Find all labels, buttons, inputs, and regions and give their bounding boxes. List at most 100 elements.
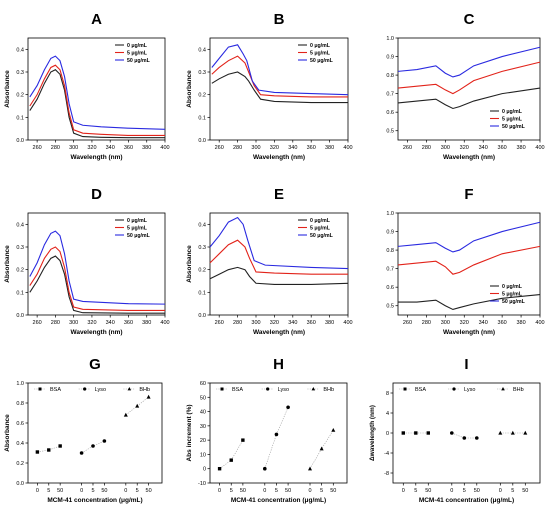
x-tick-label: 360 bbox=[307, 320, 316, 326]
group-connector bbox=[451, 432, 477, 439]
x-tick-label: 280 bbox=[51, 320, 60, 326]
x-tick-label: 320 bbox=[270, 320, 279, 326]
y-tick-label: 0.3 bbox=[198, 245, 206, 251]
series-line-2 bbox=[211, 44, 349, 96]
legend-marker bbox=[266, 387, 270, 391]
x-tick-label: 5 bbox=[320, 488, 323, 494]
x-tick-label: 300 bbox=[441, 145, 450, 151]
x-tick-label: 50 bbox=[425, 488, 431, 494]
panel-letter: D bbox=[91, 186, 102, 203]
x-tick-label: 280 bbox=[422, 320, 431, 326]
y-axis-label: Absorbance bbox=[4, 70, 11, 108]
y-tick-label: 0.6 bbox=[386, 110, 394, 116]
panel-g: G 0.0 0.2 0.4 0.6 0.8 1.0 Absorbance MCM-41 conc… bbox=[4, 356, 163, 504]
x-tick-label: 400 bbox=[535, 320, 544, 326]
x-tick-label: 320 bbox=[270, 145, 279, 151]
x-tick-label: 300 bbox=[251, 145, 260, 151]
x-tick-label: 260 bbox=[33, 320, 42, 326]
y-tick-label: 0.2 bbox=[198, 268, 206, 274]
y-tick-label: 1.0 bbox=[386, 36, 394, 42]
legend-label: 50 μg/mL bbox=[127, 233, 151, 239]
data-point-circle bbox=[286, 405, 290, 410]
x-tick-label: 360 bbox=[498, 320, 507, 326]
y-tick-label: 4 bbox=[386, 411, 389, 417]
series-line-1 bbox=[29, 246, 165, 312]
data-point-circle bbox=[450, 431, 454, 435]
legend-label: 0 μg/mL bbox=[127, 218, 148, 224]
panel-a: A 0.0 0.1 0.2 0.3 0.4 Absorbance Wavelength (nm… bbox=[4, 11, 170, 161]
y-tick-label: 0.8 bbox=[386, 73, 394, 79]
x-tick-label: 0 bbox=[36, 488, 39, 494]
x-tick-label: 400 bbox=[160, 320, 169, 326]
axes-frame bbox=[27, 382, 163, 484]
data-point-triangle bbox=[498, 430, 503, 435]
x-tick-label: 5 bbox=[136, 488, 139, 494]
axes-frame bbox=[209, 212, 349, 316]
y-tick-label: 0.6 bbox=[386, 285, 394, 291]
y-tick-label: 0.2 bbox=[16, 461, 24, 467]
axes-frame bbox=[397, 37, 541, 141]
legend-label: 0 μg/mL bbox=[310, 43, 331, 49]
x-axis-label: MCM-41 concentration (μg/mL) bbox=[419, 497, 514, 504]
legend-label: 5 μg/mL bbox=[310, 226, 331, 232]
axes-frame bbox=[27, 212, 166, 316]
x-tick-label: 260 bbox=[403, 320, 412, 326]
x-tick-label: 260 bbox=[215, 320, 224, 326]
x-tick-label: 0 bbox=[263, 488, 266, 494]
x-tick-label: 280 bbox=[233, 320, 242, 326]
x-tick-label: 320 bbox=[460, 145, 469, 151]
axes-frame bbox=[209, 382, 348, 484]
legend-label: 50 μg/mL bbox=[310, 58, 334, 64]
x-tick-label: 360 bbox=[124, 320, 133, 326]
legend-label: 50 μg/mL bbox=[502, 124, 526, 130]
legend-label: 5 μg/mL bbox=[310, 51, 331, 57]
data-point-triangle bbox=[146, 394, 151, 399]
legend-label: BHb bbox=[139, 387, 150, 393]
x-tick-label: 340 bbox=[288, 320, 297, 326]
x-tick-label: 5 bbox=[47, 488, 50, 494]
x-tick-label: 380 bbox=[516, 320, 525, 326]
x-tick-label: 50 bbox=[57, 488, 63, 494]
legend-label: 50 μg/mL bbox=[502, 299, 526, 305]
panel-e: E 0.0 0.1 0.2 0.3 0.4 Absorbance Wavelength (nm… bbox=[186, 186, 353, 336]
y-tick-label: 0.7 bbox=[386, 267, 394, 273]
y-tick-label: 60 bbox=[200, 381, 206, 387]
y-tick-label: 0.4 bbox=[16, 222, 24, 228]
data-point-circle bbox=[79, 451, 84, 455]
x-tick-label: 50 bbox=[330, 488, 336, 494]
data-point-square bbox=[241, 438, 245, 442]
x-tick-label: 0 bbox=[218, 488, 221, 494]
x-tick-label: 320 bbox=[87, 320, 96, 326]
y-tick-label: 0.2 bbox=[198, 93, 206, 99]
series-line-1 bbox=[397, 61, 541, 95]
x-tick-label: 400 bbox=[160, 145, 169, 151]
y-tick-label: 0.1 bbox=[198, 290, 206, 296]
panel-d: D 0.0 0.1 0.2 0.3 0.4 Absorbance Wavelength (nm… bbox=[4, 186, 170, 336]
panel-i: I -8 -4 0 4 8 Δwavelength (nm) MCM-41 concentra… bbox=[369, 356, 541, 504]
data-point-circle bbox=[474, 436, 479, 440]
y-tick-label: 0.9 bbox=[386, 230, 394, 236]
series-line-0 bbox=[398, 294, 541, 311]
series-line-0 bbox=[209, 266, 349, 285]
x-tick-label: 50 bbox=[240, 488, 246, 494]
axes-frame bbox=[27, 37, 166, 141]
x-axis-label: Wavelength (nm) bbox=[443, 329, 495, 336]
panel-letter: H bbox=[273, 356, 284, 373]
y-tick-label: 0.6 bbox=[16, 421, 24, 427]
data-point-triangle bbox=[331, 427, 336, 432]
data-point-circle bbox=[102, 439, 107, 443]
y-tick-label: 0.4 bbox=[16, 441, 24, 447]
panel-letter: I bbox=[464, 356, 468, 373]
x-tick-label: 280 bbox=[422, 145, 431, 151]
x-tick-label: 5 bbox=[230, 488, 233, 494]
legend-marker bbox=[501, 387, 505, 391]
y-tick-label: 0.3 bbox=[198, 70, 206, 76]
data-point-square bbox=[401, 431, 405, 435]
group-connector bbox=[264, 407, 289, 469]
panel-letter: B bbox=[274, 11, 285, 28]
legend-label: 5 μg/mL bbox=[127, 51, 148, 57]
y-tick-label: 0.0 bbox=[16, 313, 24, 319]
series-line-0 bbox=[29, 69, 165, 139]
x-tick-label: 50 bbox=[285, 488, 291, 494]
